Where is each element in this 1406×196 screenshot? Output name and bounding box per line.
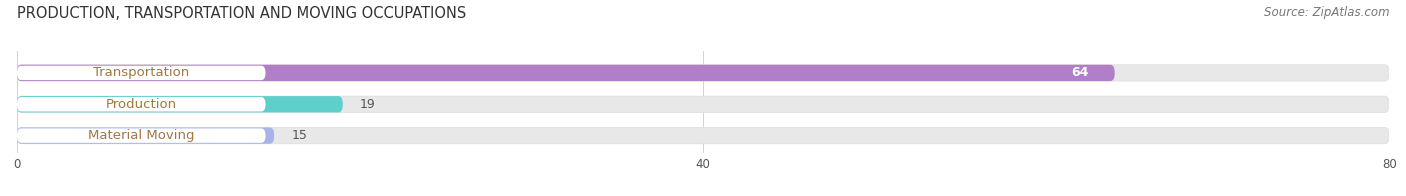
FancyBboxPatch shape — [17, 96, 343, 113]
Text: Source: ZipAtlas.com: Source: ZipAtlas.com — [1264, 6, 1389, 19]
FancyBboxPatch shape — [17, 97, 266, 112]
Text: Transportation: Transportation — [93, 66, 190, 79]
Text: 19: 19 — [360, 98, 375, 111]
FancyBboxPatch shape — [17, 65, 1389, 81]
Text: PRODUCTION, TRANSPORTATION AND MOVING OCCUPATIONS: PRODUCTION, TRANSPORTATION AND MOVING OC… — [17, 6, 467, 21]
Text: Material Moving: Material Moving — [89, 129, 194, 142]
Text: 64: 64 — [1071, 66, 1088, 79]
FancyBboxPatch shape — [17, 128, 266, 143]
FancyBboxPatch shape — [17, 127, 274, 144]
FancyBboxPatch shape — [17, 127, 1389, 144]
FancyBboxPatch shape — [17, 66, 266, 80]
Text: Production: Production — [105, 98, 177, 111]
FancyBboxPatch shape — [17, 96, 1389, 113]
Text: 15: 15 — [291, 129, 307, 142]
FancyBboxPatch shape — [17, 65, 1115, 81]
